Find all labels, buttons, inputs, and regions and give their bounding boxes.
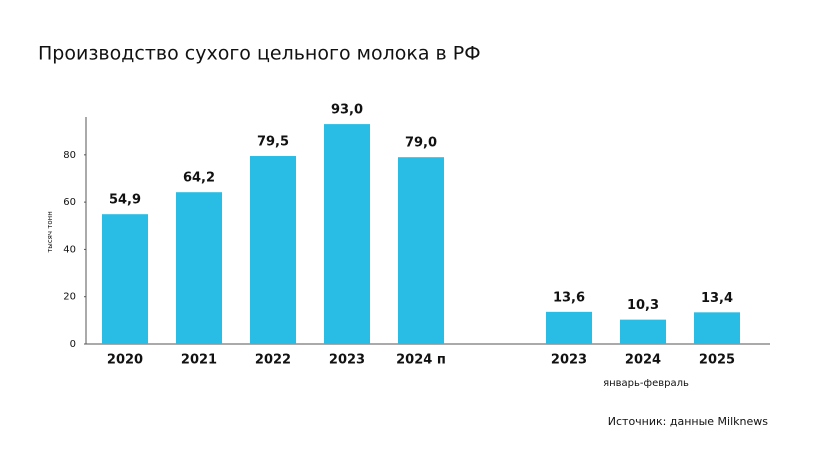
x-tick-label: 2023 [551,353,587,368]
bar [102,214,148,344]
x-tick-label: 2021 [181,353,217,368]
value-label: 13,6 [553,290,585,305]
value-label: 54,9 [109,193,141,208]
bar [176,192,222,344]
y-tick-label: 0 [70,339,76,350]
y-tick-label: 40 [63,244,76,255]
y-tick-label: 20 [63,292,76,303]
bar [546,311,592,344]
value-label: 79,0 [405,136,437,151]
bar [324,124,370,344]
x-tick-label: 2025 [699,353,735,368]
value-label: 79,5 [257,135,289,150]
x-tick-label: 2020 [107,353,143,368]
bar [694,312,740,344]
x-tick-label: 2024 п [396,353,446,368]
chart-title: Производство сухого цельного молока в РФ [38,43,481,65]
y-tick-label: 60 [63,197,76,208]
bar [250,156,296,344]
x-tick-label: 2023 [329,353,365,368]
value-label: 10,3 [627,298,659,313]
x-tick-label: 2024 [625,353,661,368]
value-label: 64,2 [183,171,215,186]
source: Источник: данные Milknews [608,415,768,428]
annotation: январь-февраль [603,378,689,389]
x-tick-label: 2022 [255,353,291,368]
bar [620,319,666,344]
value-label: 93,0 [331,103,363,118]
value-label: 13,4 [701,291,733,306]
y-axis-label: тысяч тонн [46,211,54,253]
y-tick-label: 80 [63,150,76,161]
bar [398,157,444,344]
